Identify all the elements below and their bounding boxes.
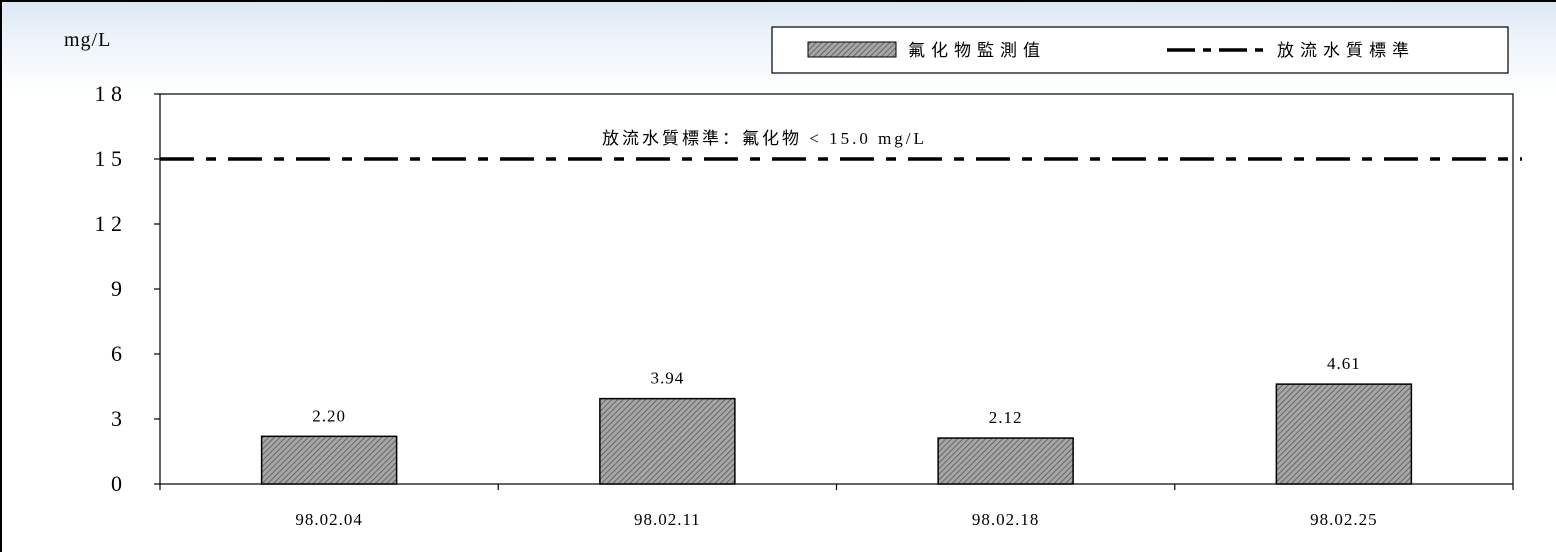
- bar-0: [260, 435, 398, 485]
- y-axis: 0 3 6 9 1 2 1 5 1 8: [95, 81, 160, 496]
- bar-series: 2.20 3.94 2.12 4.61: [260, 354, 1413, 485]
- x-axis: 98.02.04 98.02.11 98.02.18 98.02.25: [159, 484, 1514, 529]
- bar-value-label-1: 3.94: [651, 369, 685, 388]
- bar-value-label-2: 2.12: [989, 408, 1023, 427]
- y-tick-label-2: 6: [111, 341, 122, 366]
- bar-value-label-3: 4.61: [1327, 354, 1361, 373]
- legend-bar-swatch: [807, 41, 897, 58]
- y-tick-label-1: 3: [111, 406, 122, 431]
- y-axis-unit-label: mg/L: [64, 29, 111, 51]
- standard-annotation: 放流水質標準：氟化物 < 15.0 mg/L: [602, 129, 927, 148]
- bar-value-label-0: 2.20: [312, 406, 346, 425]
- x-category-label-1: 98.02.11: [634, 510, 701, 529]
- legend-line-label: 放流水質標準: [1277, 41, 1415, 60]
- bar-3: [1275, 383, 1413, 485]
- y-tick-label-0: 0: [111, 471, 122, 496]
- y-tick-label-5: 1 5: [95, 146, 123, 171]
- x-category-label-0: 98.02.04: [295, 510, 363, 529]
- x-category-label-3: 98.02.25: [1310, 510, 1378, 529]
- x-category-label-2: 98.02.18: [972, 510, 1040, 529]
- legend: 氟化物監測值 放流水質標準: [771, 26, 1509, 74]
- bar-1: [599, 397, 736, 485]
- bar-2: [937, 437, 1074, 485]
- y-tick-label-4: 1 2: [95, 211, 123, 236]
- y-tick-label-6: 1 8: [95, 81, 123, 106]
- legend-bar-label: 氟化物監測值: [908, 41, 1046, 60]
- y-tick-label-3: 9: [111, 276, 122, 301]
